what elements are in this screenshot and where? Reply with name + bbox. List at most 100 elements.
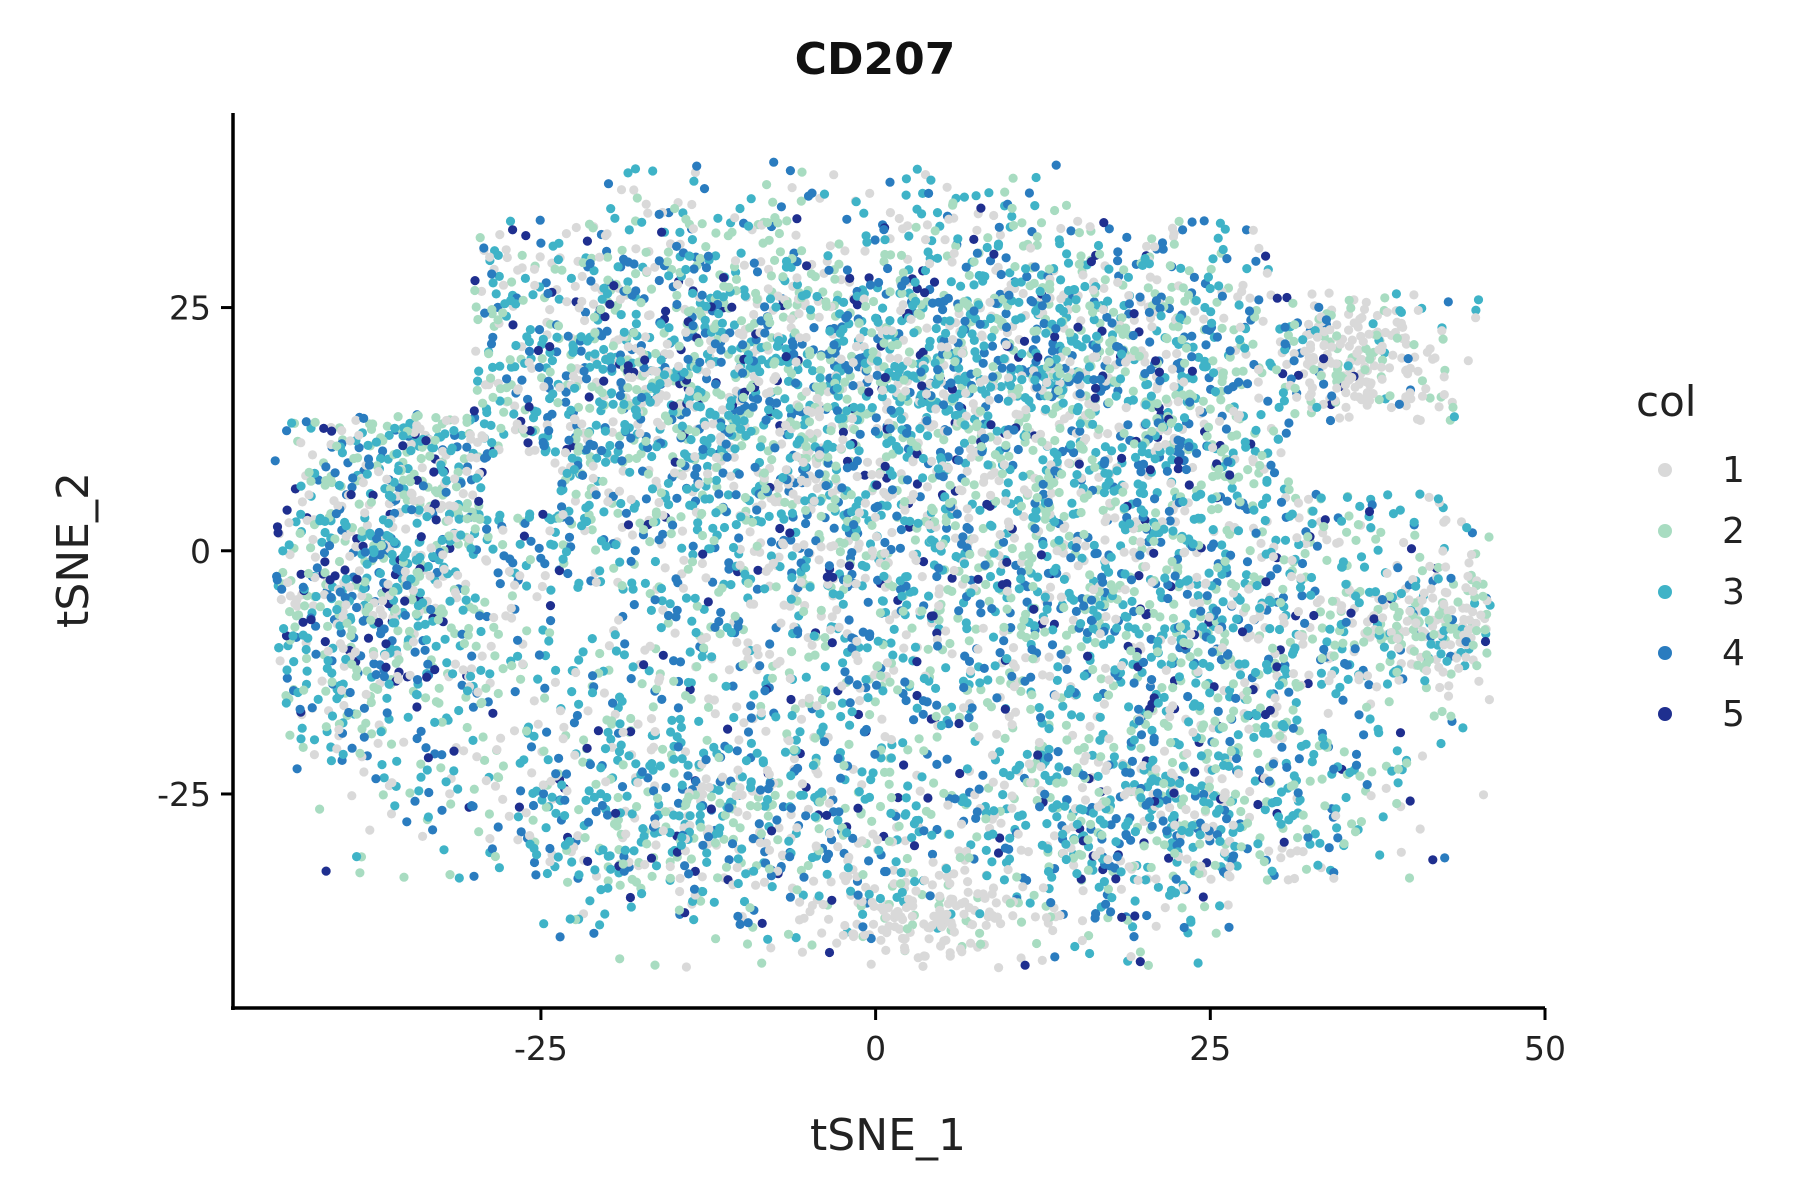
point-col-1 (701, 573, 711, 583)
point-col-3 (854, 446, 864, 456)
point-col-3 (1310, 829, 1320, 839)
point-col-4 (842, 214, 852, 224)
point-col-1 (824, 798, 834, 808)
point-col-1 (1182, 854, 1192, 864)
point-col-2 (1061, 200, 1072, 210)
point-col-2 (880, 249, 890, 260)
point-col-3 (677, 754, 687, 764)
point-col-4 (1325, 415, 1336, 426)
point-col-2 (483, 532, 493, 542)
point-col-2 (648, 517, 658, 527)
point-col-2 (1000, 187, 1010, 197)
point-col-2 (975, 928, 985, 938)
point-col-3 (1112, 623, 1122, 633)
point-col-1 (1256, 538, 1266, 549)
point-col-2 (1177, 335, 1187, 345)
point-col-2 (1007, 543, 1017, 554)
point-col-2 (1177, 903, 1187, 913)
point-col-1 (518, 659, 528, 669)
point-col-2 (498, 540, 508, 550)
point-col-3 (687, 235, 698, 245)
point-col-2 (672, 290, 682, 300)
point-col-4 (978, 770, 988, 780)
point-col-3 (1079, 671, 1089, 681)
point-col-3 (913, 518, 923, 528)
point-col-4 (597, 800, 608, 811)
point-col-2 (1351, 535, 1361, 546)
point-col-1 (1357, 313, 1367, 323)
point-col-3 (631, 319, 642, 329)
point-col-3 (752, 748, 762, 758)
point-col-3 (864, 792, 875, 803)
point-col-3 (875, 893, 886, 904)
point-col-2 (597, 388, 608, 398)
point-col-4 (716, 357, 726, 367)
point-col-1 (276, 594, 286, 605)
point-col-3 (1365, 714, 1375, 724)
point-col-1 (1167, 364, 1177, 374)
point-col-1 (1099, 283, 1109, 293)
point-col-1 (1152, 384, 1162, 394)
point-col-2 (587, 525, 597, 535)
point-col-1 (938, 389, 949, 399)
point-col-1 (940, 235, 950, 245)
point-col-2 (1344, 511, 1354, 521)
point-col-3 (771, 712, 781, 722)
point-col-3 (287, 418, 297, 428)
point-col-2 (770, 790, 780, 801)
point-col-4 (1165, 516, 1175, 526)
point-col-1 (373, 738, 383, 749)
point-col-1 (1204, 775, 1214, 786)
point-col-3 (556, 486, 566, 496)
point-col-2 (1433, 562, 1443, 573)
point-col-2 (875, 801, 886, 812)
point-col-2 (1001, 440, 1011, 450)
point-col-1 (730, 213, 740, 223)
point-col-3 (1075, 712, 1085, 722)
point-col-3 (999, 875, 1010, 885)
point-col-2 (971, 490, 981, 500)
point-col-3 (667, 715, 677, 726)
point-col-5 (923, 793, 933, 803)
point-col-2 (528, 815, 538, 825)
point-col-2 (399, 872, 409, 882)
point-col-4 (359, 732, 369, 742)
point-col-4 (1350, 644, 1360, 654)
point-col-2 (945, 638, 955, 649)
point-col-4 (534, 650, 545, 660)
point-col-3 (416, 772, 426, 782)
point-col-2 (932, 732, 942, 742)
point-col-4 (345, 687, 355, 698)
point-col-1 (877, 714, 887, 724)
point-col-3 (624, 751, 634, 761)
point-col-3 (1104, 264, 1114, 274)
point-col-1 (600, 231, 611, 241)
point-col-2 (1032, 938, 1042, 949)
point-col-2 (773, 835, 783, 845)
point-col-1 (1344, 325, 1354, 335)
point-col-2 (1342, 527, 1352, 537)
point-col-4 (416, 726, 426, 737)
point-col-3 (1343, 674, 1353, 685)
point-col-3 (1093, 692, 1103, 703)
point-col-2 (703, 702, 714, 713)
point-col-2 (613, 792, 623, 803)
point-col-4 (1062, 664, 1072, 675)
point-col-3 (382, 693, 392, 703)
point-col-1 (399, 737, 409, 747)
point-col-3 (570, 383, 580, 393)
point-col-4 (1225, 736, 1235, 747)
point-col-1 (684, 277, 694, 287)
point-col-2 (591, 779, 601, 789)
point-col-2 (1242, 694, 1252, 705)
point-col-3 (1155, 587, 1165, 597)
point-col-4 (588, 671, 598, 681)
point-col-1 (1078, 886, 1088, 896)
point-col-4 (680, 861, 690, 871)
point-col-2 (615, 880, 625, 890)
point-col-3 (1213, 233, 1223, 243)
point-col-3 (795, 727, 805, 737)
point-col-1 (961, 388, 971, 398)
point-col-3 (885, 316, 895, 326)
point-col-3 (616, 310, 626, 320)
